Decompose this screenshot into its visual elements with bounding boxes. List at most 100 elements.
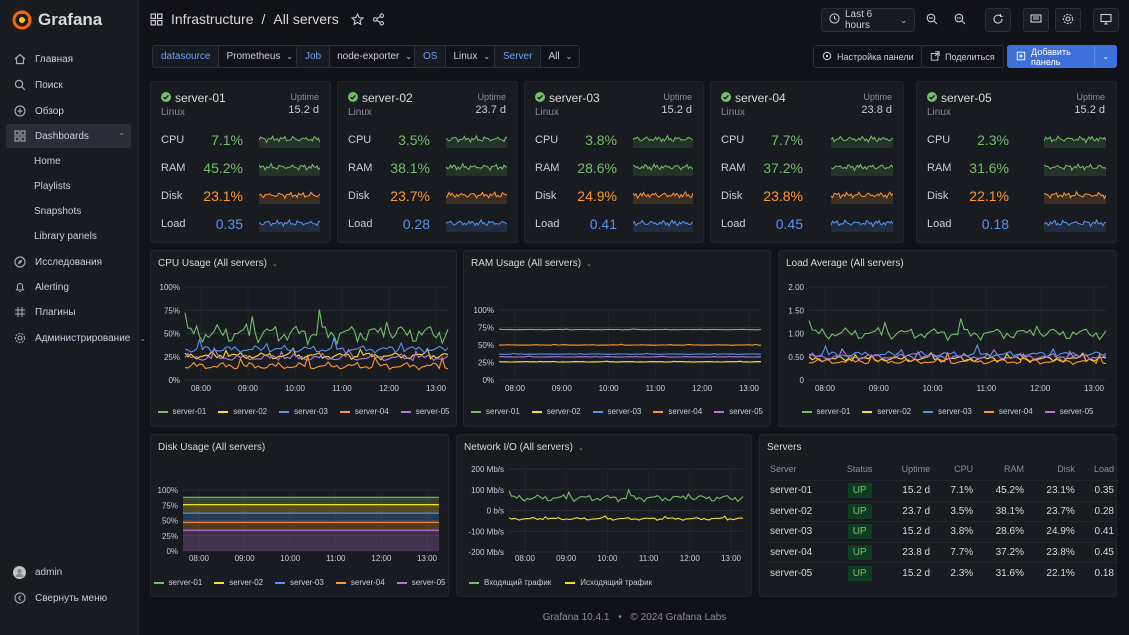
nav-item-overview[interactable]: Обзор: [6, 99, 131, 123]
server-card[interactable]: server-04 Linux Uptime 23.8 d CPU 7.7% RAM…: [710, 81, 904, 243]
legend-item[interactable]: server-02: [218, 407, 267, 416]
server-card-title[interactable]: server-02: [348, 91, 413, 105]
server-card-title[interactable]: server-04: [721, 91, 786, 105]
ram-usage-chart[interactable]: 0% 25% 50% 75% 100% 08:00 09:00 10:00 11:00 12:00…: [464, 251, 772, 428]
footer-version[interactable]: Grafana 10.4.1: [542, 612, 610, 623]
chevron-up-icon[interactable]: ⌃: [118, 131, 125, 141]
server-card-title[interactable]: server-03: [535, 91, 600, 105]
zoom-out-button[interactable]: [921, 8, 943, 32]
legend-item[interactable]: server-05: [714, 407, 763, 416]
chevron-down-icon[interactable]: ⌄: [139, 333, 147, 343]
share-icon[interactable]: [372, 12, 385, 26]
legend-item[interactable]: server-03: [279, 407, 328, 416]
legend-item[interactable]: server-01: [153, 578, 202, 587]
server-card-title[interactable]: server-01: [161, 91, 226, 105]
legend-item[interactable]: server-03: [923, 407, 972, 416]
panel-settings-button[interactable]: Настройка панели: [813, 45, 923, 68]
server-card[interactable]: server-03 Linux Uptime 15.2 d CPU 3.8% RAM…: [524, 81, 704, 243]
cpu-usage-chart[interactable]: 0% 25% 50% 75% 100% 08:00 09:00 10:00 11:00 12:00…: [151, 251, 458, 428]
legend-item[interactable]: Исходящий трафик: [565, 578, 652, 587]
grafana-logo[interactable]: Grafana: [12, 10, 102, 30]
nav-item-plugins[interactable]: Плагины: [6, 300, 131, 324]
nav-sub-library-panels[interactable]: Library panels: [34, 231, 97, 242]
variable-value[interactable]: All ⌄: [541, 46, 580, 67]
nav-item-alerting[interactable]: Alerting: [6, 275, 131, 299]
legend-item[interactable]: server-05: [396, 578, 445, 587]
variable-os[interactable]: OS Linux ⌄: [414, 45, 499, 68]
variable-value[interactable]: node-exporter ⌄: [330, 46, 420, 67]
nav-sub-home[interactable]: Home: [34, 156, 61, 167]
variable-datasource[interactable]: datasource Prometheus ⌄: [152, 45, 302, 68]
legend-item[interactable]: server-04: [653, 407, 702, 416]
legend-item[interactable]: server-04: [339, 407, 389, 416]
table-row[interactable]: server-04 UP 23.8 d 7.7% 37.2% 23.8% 0.4…: [766, 542, 1118, 563]
table-row[interactable]: server-01 UP 15.2 d 7.1% 45.2% 23.1% 0.3…: [766, 480, 1118, 502]
server-card[interactable]: server-05 Linux Uptime 15.2 d CPU 2.3% RAM…: [916, 81, 1117, 243]
panel-title[interactable]: Network I/O (All servers) ⌄: [464, 442, 584, 453]
legend-item[interactable]: server-01: [157, 407, 206, 416]
servers-table-panel[interactable]: Servers Server Status Uptime CPU RAM Dis…: [759, 434, 1118, 597]
legend-item[interactable]: server-01: [471, 407, 520, 416]
table-header[interactable]: Server: [770, 464, 797, 474]
load-average-chart[interactable]: 0 0.50 1.00 1.50 2.00 08:00 09:00 10:00 11:00 12:…: [779, 251, 1118, 428]
tv-mode-button[interactable]: [1023, 8, 1049, 32]
table-header[interactable]: RAM: [1003, 464, 1024, 474]
nav-sub-playlists[interactable]: Playlists: [34, 181, 71, 192]
nav-item-explore[interactable]: Исследования: [6, 250, 131, 274]
variable-server[interactable]: Server All ⌄: [494, 45, 581, 68]
nav-sub-snapshots[interactable]: Snapshots: [34, 206, 82, 217]
nav-item-dashboards[interactable]: Dashboards ⌃: [6, 124, 131, 148]
legend-item[interactable]: server-05: [400, 407, 449, 416]
nav-item-search[interactable]: Поиск: [6, 73, 131, 97]
add-panel-button[interactable]: Добавить панель ⌄: [1007, 45, 1117, 68]
table-row[interactable]: server-05 UP 15.2 d 2.3% 31.6% 22.1% 0.1…: [766, 562, 1118, 584]
chevron-down-icon[interactable]: ⌄: [1094, 46, 1116, 67]
load-average-panel[interactable]: Load Average (All servers) 0 0.50 1.00 1.50…: [778, 250, 1117, 427]
star-icon[interactable]: [350, 12, 364, 26]
refresh-button[interactable]: [985, 8, 1011, 32]
share-button[interactable]: Поделиться: [921, 45, 1004, 68]
legend-item[interactable]: server-03: [592, 407, 641, 416]
panel-title[interactable]: RAM Usage (All servers) ⌄: [471, 258, 592, 269]
user-profile[interactable]: admin: [6, 560, 131, 584]
legend-item[interactable]: server-02: [862, 407, 911, 416]
legend-item[interactable]: server-02: [214, 578, 263, 587]
network-io-chart[interactable]: -200 Mb/s -100 Mb/s 0 b/s 100 Mb/s 200 Mb/s 0…: [457, 435, 753, 598]
legend-item[interactable]: server-04: [335, 578, 385, 587]
panel-title[interactable]: Load Average (All servers): [786, 258, 904, 269]
disk-usage-chart[interactable]: 0% 25% 50% 75% 100% 08:00 09:00 10:00 11:00 12:00…: [151, 435, 450, 598]
disk-usage-panel[interactable]: Disk Usage (All servers) 0% 25% 50% 75% 100%…: [150, 434, 449, 597]
dashboard-settings-button[interactable]: [1055, 8, 1081, 32]
legend-item[interactable]: server-05: [1044, 407, 1093, 416]
legend-item[interactable]: server-03: [275, 578, 324, 587]
panel-title[interactable]: Servers: [767, 442, 801, 453]
panel-title[interactable]: Disk Usage (All servers): [158, 442, 265, 453]
collapse-menu-button[interactable]: Свернуть меню: [6, 586, 131, 610]
server-card-title[interactable]: server-05: [927, 91, 992, 105]
server-card[interactable]: server-01 Linux Uptime 15.2 d CPU 7.1% RAM…: [150, 81, 331, 243]
legend-item[interactable]: server-04: [983, 407, 1033, 416]
server-card[interactable]: server-02 Linux Uptime 23.7 d CPU 3.5% RAM…: [337, 81, 518, 243]
variable-value[interactable]: Prometheus ⌄: [219, 46, 301, 67]
zoom-in-button[interactable]: [949, 8, 971, 32]
table-header[interactable]: Status: [846, 464, 873, 474]
legend-item[interactable]: server-01: [801, 407, 850, 416]
kiosk-button[interactable]: [1093, 8, 1119, 32]
nav-item-administration[interactable]: Администрирование ⌄: [6, 326, 146, 350]
table-row[interactable]: server-02 UP 23.7 d 3.5% 38.1% 23.7% 0.2…: [766, 501, 1118, 522]
cpu-usage-panel[interactable]: CPU Usage (All servers) ⌄ 0% 25% 50% 75% 100%…: [150, 250, 457, 427]
time-range-picker[interactable]: Last 6 hours ⌄: [821, 8, 915, 32]
network-io-panel[interactable]: Network I/O (All servers) ⌄ -200 Mb/s -100…: [456, 434, 752, 597]
table-row[interactable]: server-03 UP 15.2 d 3.8% 28.6% 24.9% 0.4…: [766, 521, 1118, 543]
legend-item[interactable]: Входящий трафик: [469, 578, 551, 587]
table-header[interactable]: Uptime: [901, 464, 931, 474]
legend-item[interactable]: server-02: [531, 407, 581, 416]
breadcrumb-parent[interactable]: Infrastructure: [171, 11, 254, 27]
ram-usage-panel[interactable]: RAM Usage (All servers) ⌄ 0% 25% 50% 75% 100%…: [463, 250, 771, 427]
table-header[interactable]: Disk: [1057, 464, 1075, 474]
table-header[interactable]: Load: [1093, 464, 1114, 474]
nav-item-home[interactable]: Главная: [6, 47, 131, 71]
panel-title[interactable]: CPU Usage (All servers) ⌄: [158, 258, 278, 269]
table-header[interactable]: CPU: [954, 464, 974, 474]
variable-value[interactable]: Linux ⌄: [446, 46, 498, 67]
